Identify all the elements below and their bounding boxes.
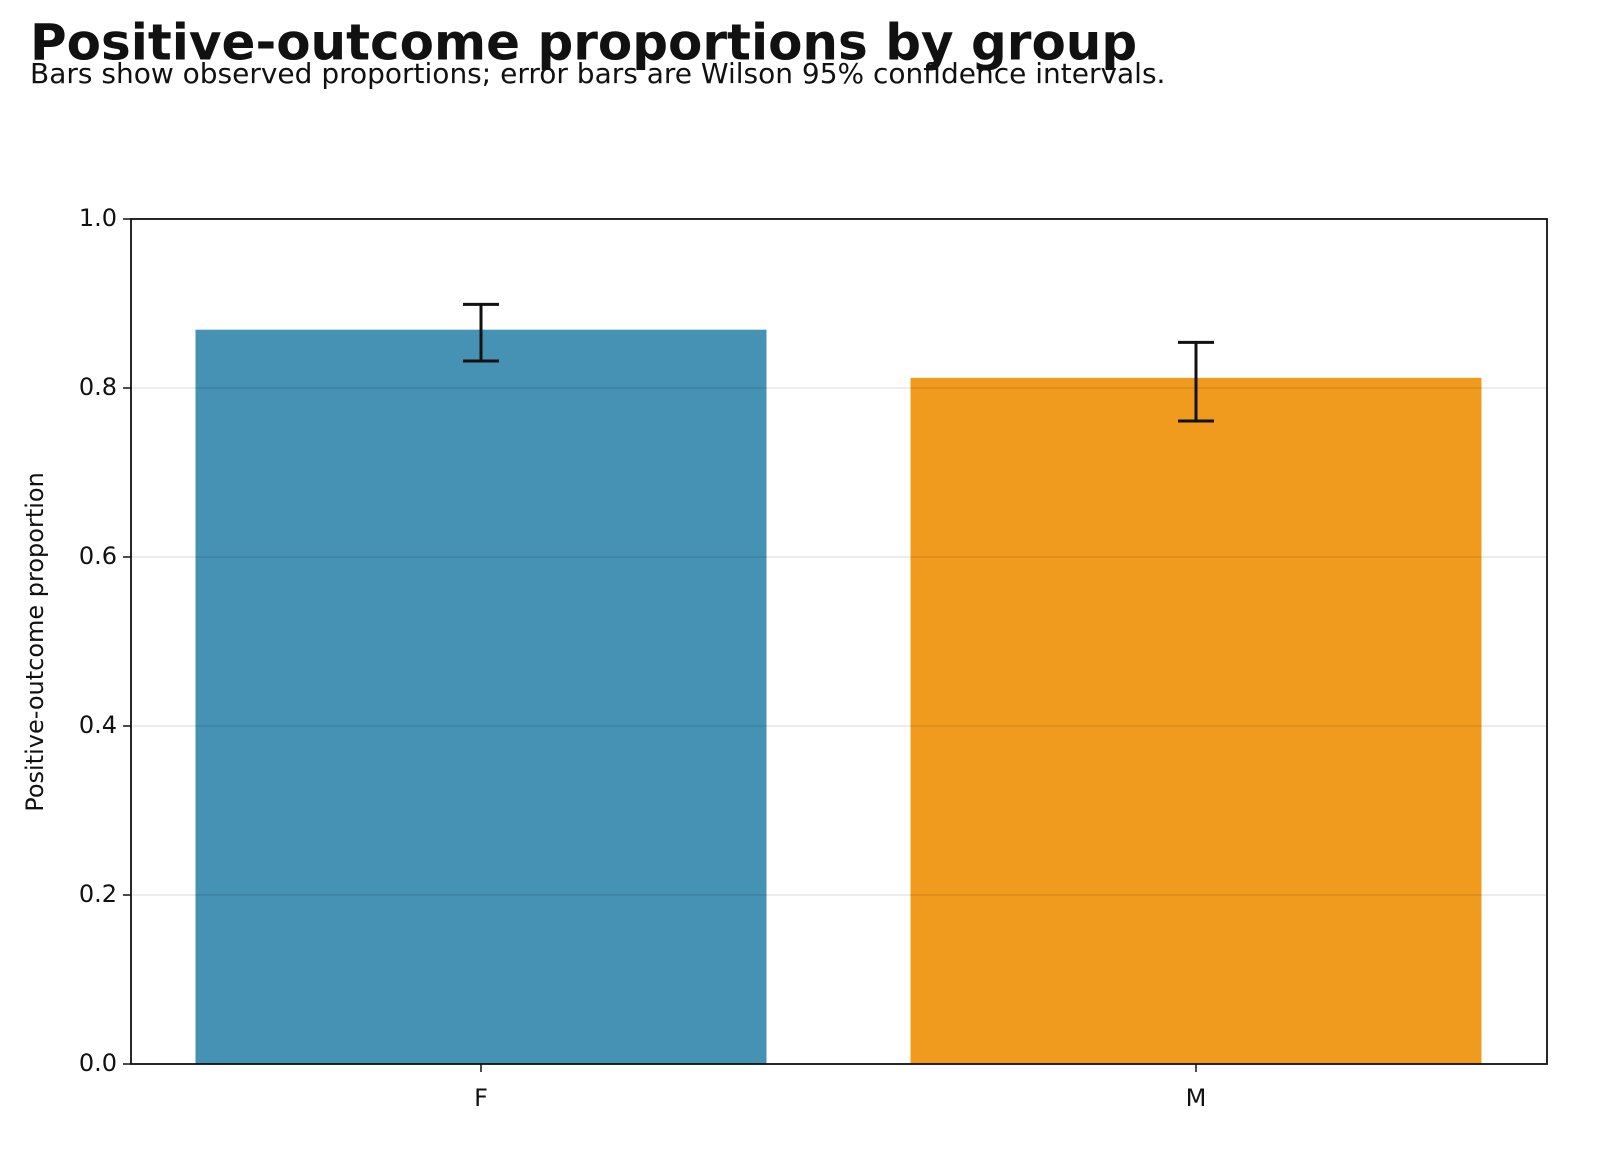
x-tick-label: F xyxy=(474,1084,488,1112)
y-tick-label: 0.2 xyxy=(79,880,117,908)
chart-subtitle: Bars show observed proportions; error ba… xyxy=(30,57,1165,90)
chart-title: Positive-outcome proportions by group xyxy=(30,14,1137,72)
y-tick-label: 0.8 xyxy=(79,373,117,401)
y-tick-label: 0.0 xyxy=(79,1049,117,1077)
bar xyxy=(195,329,767,1064)
y-axis-label: Positive-outcome proportion xyxy=(21,472,49,812)
y-tick-label: 0.4 xyxy=(79,711,117,739)
y-tick-label: 1.0 xyxy=(79,204,117,232)
x-tick-label: M xyxy=(1186,1084,1207,1112)
bar xyxy=(910,377,1482,1064)
y-tick-label: 0.6 xyxy=(79,542,117,570)
plot-frame xyxy=(130,218,1548,1065)
